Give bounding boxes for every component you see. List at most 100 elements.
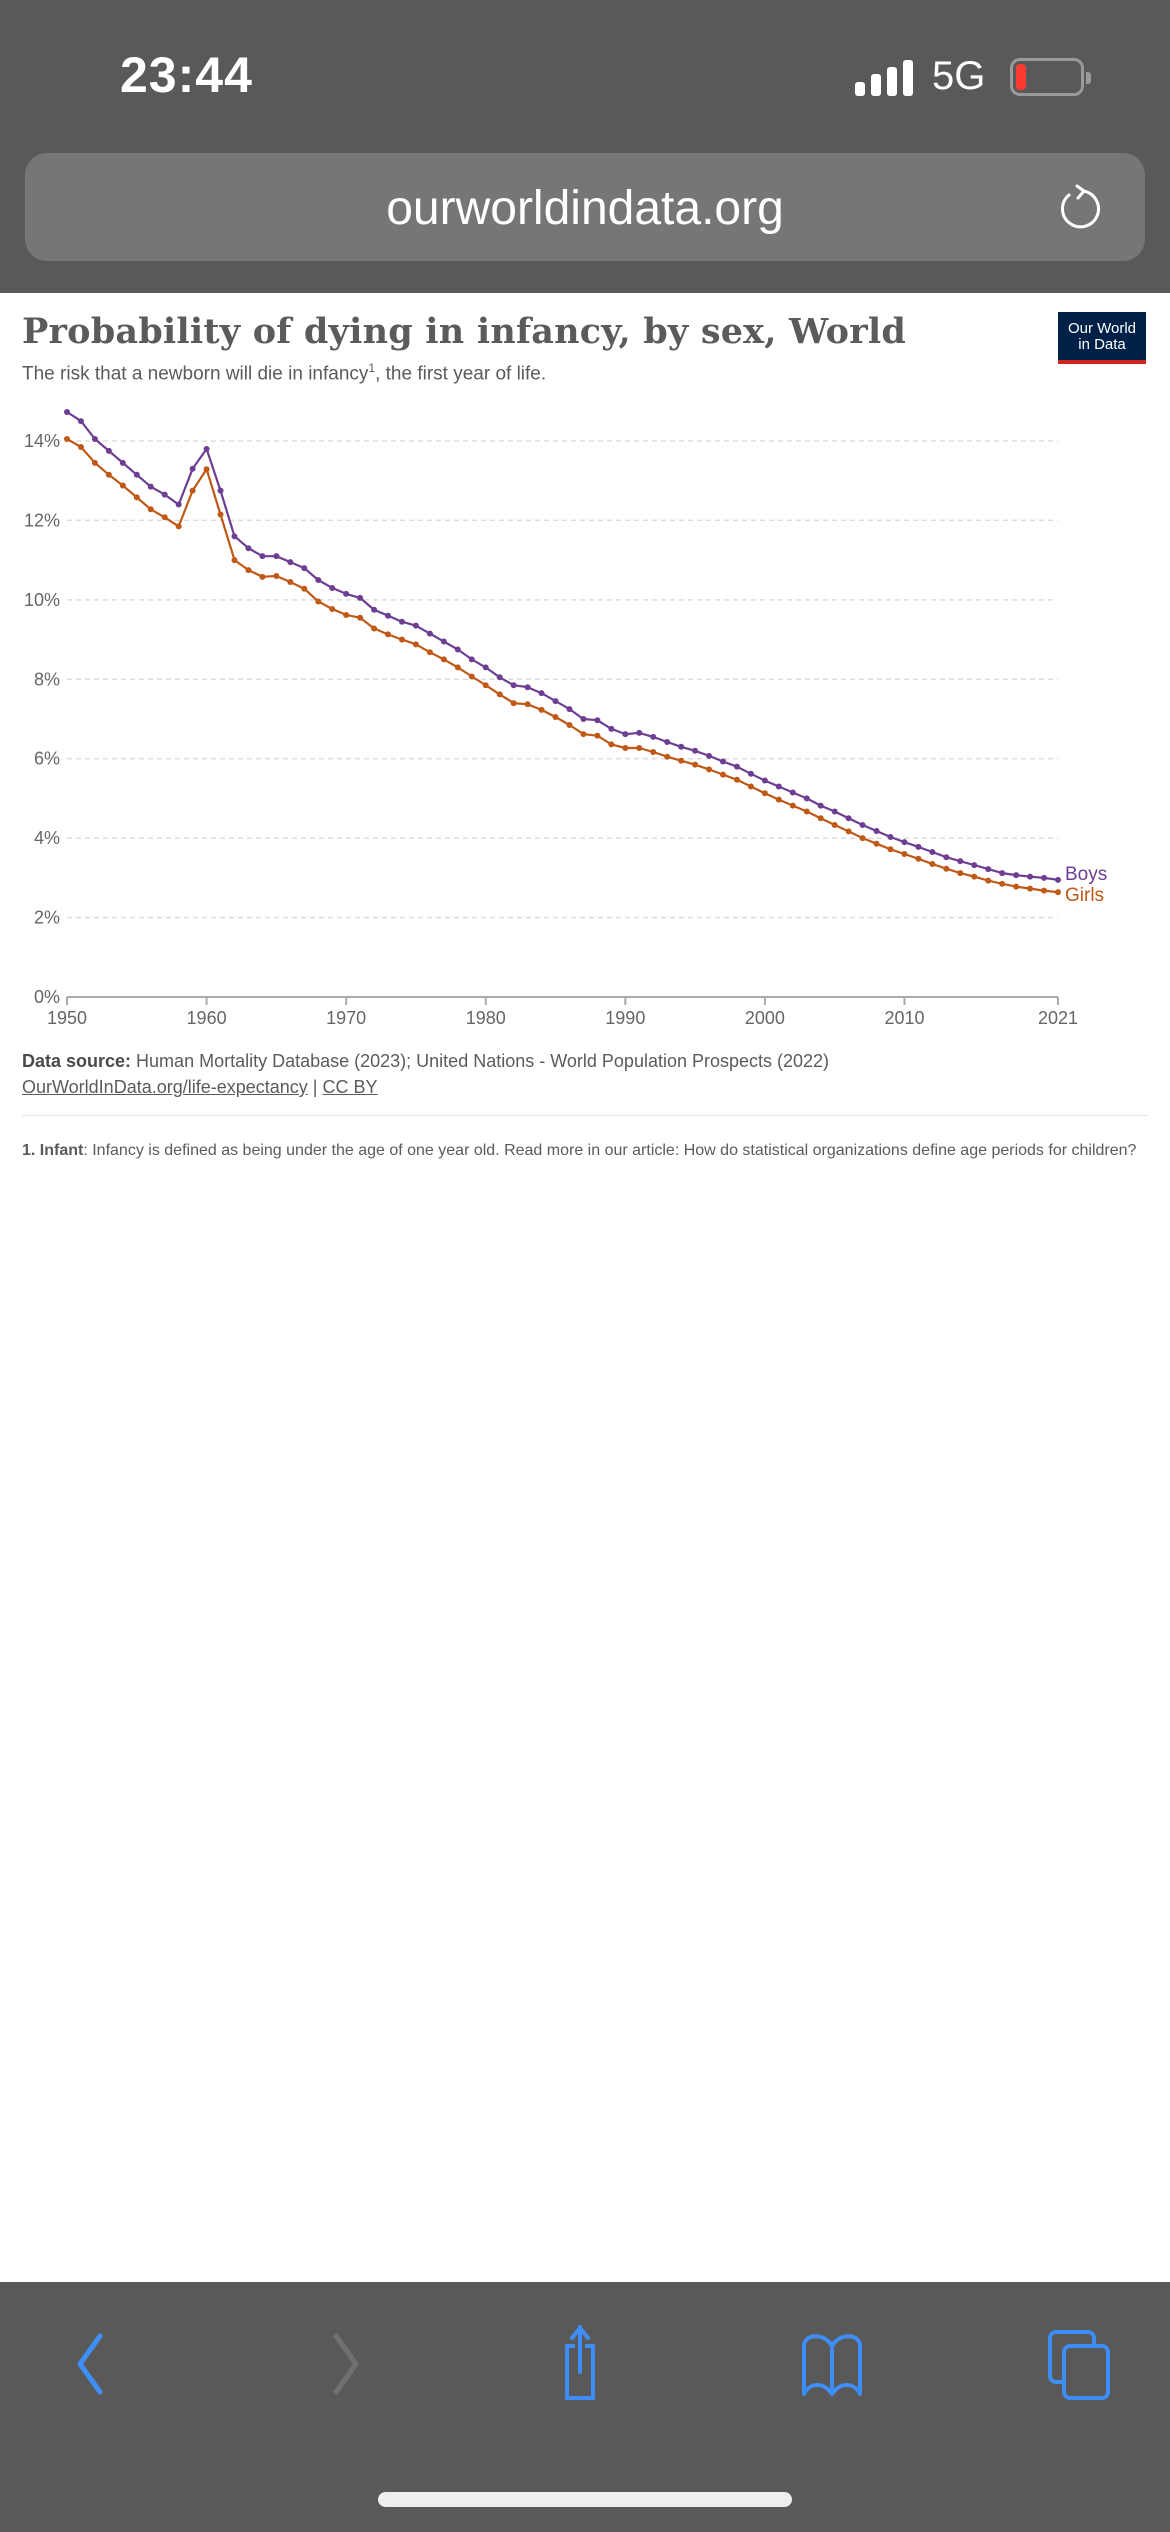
data-point-boys [706, 752, 713, 759]
data-point-boys [398, 618, 405, 625]
y-tick-label: 6% [34, 749, 60, 769]
address-bar[interactable]: ourworldindata.org [25, 153, 1145, 261]
data-point-boys [273, 553, 280, 560]
data-point-boys [1027, 873, 1034, 880]
data-point-girls [482, 682, 489, 689]
data-point-girls [622, 744, 629, 751]
data-point-girls [329, 605, 336, 612]
data-point-boys [901, 839, 908, 846]
data-point-girls [887, 846, 894, 853]
data-point-girls [287, 578, 294, 585]
y-tick-label: 10% [24, 590, 60, 610]
y-tick-label: 4% [34, 828, 60, 848]
data-point-girls [636, 744, 643, 751]
license-link[interactable]: CC BY [322, 1077, 378, 1097]
data-point-boys [119, 459, 126, 466]
x-tick-label: 2000 [745, 1008, 785, 1028]
legend-label-boys: Boys [1065, 864, 1107, 885]
data-point-boys [747, 770, 754, 777]
y-tick-label: 2% [34, 908, 60, 928]
data-point-boys [454, 646, 461, 653]
data-point-girls [371, 625, 378, 632]
data-point-boys [203, 445, 210, 452]
data-point-girls [189, 487, 196, 494]
subtitle-text: The risk that a newborn will die in infa… [22, 363, 369, 385]
series-line-girls [66, 438, 1059, 894]
data-point-girls [510, 700, 517, 707]
data-point-boys [957, 858, 964, 865]
line-chart: 0% 2% 4% 6% 8% 10% 12% 14% 1950 1960 1970 1980 1990 2… [24, 409, 1107, 1028]
footnote-ref[interactable]: 1 [368, 361, 376, 375]
data-point-boys [496, 674, 503, 681]
data-point-girls [217, 511, 224, 518]
browser-toolbar [0, 2282, 1170, 2532]
data-point-girls [440, 656, 447, 663]
data-point-girls [357, 614, 364, 621]
source-label: Data source: [22, 1051, 132, 1071]
data-point-boys [929, 849, 936, 856]
x-tick-label: 1970 [326, 1008, 366, 1028]
owid-logo[interactable]: Our World in Data [1058, 312, 1146, 364]
data-point-girls [343, 611, 350, 618]
reload-icon[interactable] [1053, 183, 1105, 235]
data-point-boys [873, 827, 880, 834]
data-point-boys [636, 729, 643, 736]
logo-line2: in Data [1078, 336, 1126, 353]
data-point-boys [985, 866, 992, 873]
data-point-boys [608, 725, 615, 732]
data-point-girls [929, 860, 936, 867]
battery-icon [1010, 58, 1091, 96]
data-point-girls [496, 691, 503, 698]
data-point-girls [803, 808, 810, 815]
data-point-boys [412, 622, 419, 629]
data-point-girls [119, 482, 126, 489]
data-point-girls [1041, 887, 1048, 894]
data-point-girls [775, 796, 782, 803]
data-point-girls [664, 753, 671, 760]
data-point-boys [761, 777, 768, 784]
x-tick-label: 2010 [884, 1008, 924, 1028]
data-point-girls [315, 598, 322, 605]
home-indicator[interactable] [378, 2492, 792, 2507]
data-point-boys [482, 664, 489, 671]
x-tick-label: 1960 [187, 1008, 227, 1028]
source-text: Human Mortality Database (2023); United … [131, 1051, 830, 1071]
data-point-girls [203, 466, 210, 473]
chevron-right-icon[interactable] [300, 2324, 380, 2404]
data-point-boys [859, 822, 866, 829]
data-point-girls [259, 573, 266, 580]
data-point-boys [329, 584, 336, 591]
data-point-boys [552, 698, 559, 705]
data-point-boys [91, 436, 98, 443]
data-point-boys [580, 716, 587, 722]
data-point-girls [231, 557, 238, 564]
data-point-boys [594, 717, 601, 724]
tabs-icon[interactable] [1040, 2324, 1120, 2404]
data-point-girls [91, 459, 98, 466]
data-point-girls [1013, 883, 1020, 890]
data-point-boys [845, 815, 852, 822]
data-point-boys [692, 747, 699, 754]
data-point-girls [385, 631, 392, 638]
url-text[interactable]: ourworldindata.org [386, 182, 784, 235]
chart-title: Probability of dying in infancy, by sex,… [22, 311, 907, 352]
data-point-boys [789, 789, 796, 796]
chevron-left-icon[interactable] [48, 2324, 128, 2404]
footnote-label: 1. Infant [22, 1142, 84, 1159]
divider [22, 1115, 1148, 1116]
data-point-girls [566, 721, 573, 728]
data-point-boys [622, 731, 629, 738]
life-expectancy-link[interactable]: OurWorldInData.org/life-expectancy [22, 1077, 308, 1097]
share-icon[interactable] [545, 2324, 625, 2404]
book-icon[interactable] [792, 2324, 872, 2404]
data-point-boys [315, 577, 322, 583]
data-point-boys [64, 409, 70, 416]
data-point-girls [789, 802, 796, 809]
data-point-girls [273, 573, 280, 580]
data-point-boys [817, 802, 824, 809]
data-point-boys [385, 612, 392, 619]
data-point-boys [538, 690, 545, 697]
data-point-boys [231, 533, 238, 540]
x-tick-label: 1950 [47, 1008, 87, 1028]
y-tick-label: 0% [34, 987, 60, 1007]
